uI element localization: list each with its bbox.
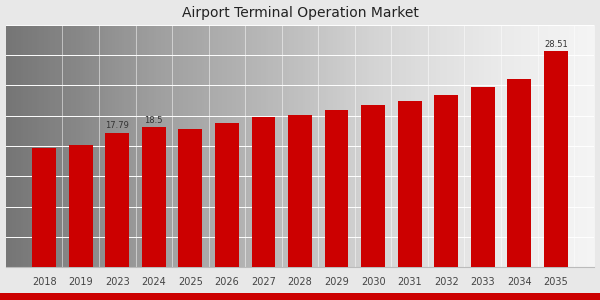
Bar — [508, 80, 531, 267]
Bar — [142, 127, 166, 267]
Text: 28.51: 28.51 — [544, 40, 568, 49]
Bar — [106, 133, 129, 267]
Text: 18.5: 18.5 — [145, 116, 163, 125]
Bar — [398, 100, 422, 267]
Bar — [544, 51, 568, 267]
Bar — [325, 110, 349, 267]
Bar — [251, 117, 275, 267]
Bar — [215, 123, 239, 267]
Bar — [32, 148, 56, 267]
Bar — [434, 94, 458, 267]
Bar — [69, 145, 92, 267]
Title: Airport Terminal Operation Market: Airport Terminal Operation Market — [182, 6, 418, 20]
Text: 17.79: 17.79 — [106, 121, 129, 130]
Bar — [361, 105, 385, 267]
Bar — [471, 87, 494, 267]
Bar — [288, 115, 312, 267]
Bar — [178, 129, 202, 267]
